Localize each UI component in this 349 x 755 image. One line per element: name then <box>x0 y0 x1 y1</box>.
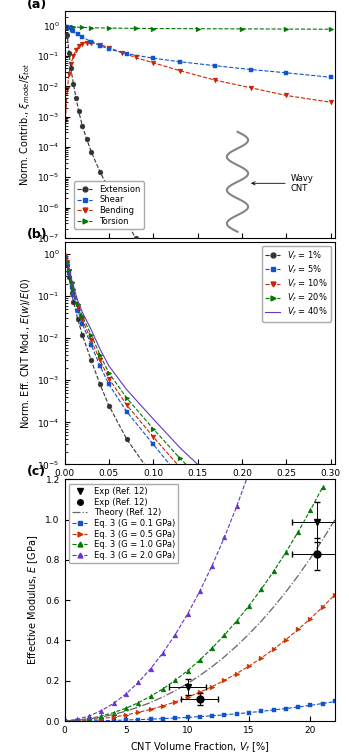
Text: (b): (b) <box>27 228 47 242</box>
Text: Wavy
CNT: Wavy CNT <box>252 174 313 193</box>
Y-axis label: Effective Modulus, $E$ [GPa]: Effective Modulus, $E$ [GPa] <box>26 535 40 665</box>
Y-axis label: Norm. Contrib., $\xi_{mode}/\xi_{tot}$: Norm. Contrib., $\xi_{mode}/\xi_{tot}$ <box>17 63 32 186</box>
X-axis label: Waviness Ratio, $w$: Waviness Ratio, $w$ <box>154 484 245 497</box>
Text: (a): (a) <box>27 0 47 11</box>
X-axis label: CNT Volume Fraction, $V_f$ [%]: CNT Volume Fraction, $V_f$ [%] <box>130 741 270 754</box>
Legend: $V_f$ = 1%, $V_f$ = 5%, $V_f$ = 10%, $V_f$ = 20%, $V_f$ = 40%: $V_f$ = 1%, $V_f$ = 5%, $V_f$ = 10%, $V_… <box>262 246 331 322</box>
Legend: Extension, Shear, Bending, Torsion: Extension, Shear, Bending, Torsion <box>74 181 144 229</box>
Legend: Exp (Ref. 12), Exp (Ref. 12), Theory (Ref. 12), Eq. 3 (G = 0.1 GPa), Eq. 3 (G = : Exp (Ref. 12), Exp (Ref. 12), Theory (Re… <box>69 484 178 563</box>
Y-axis label: Norm. Eff. CNT Mod., $E(w)/E(0)$: Norm. Eff. CNT Mod., $E(w)/E(0)$ <box>19 277 32 429</box>
Text: (c): (c) <box>27 465 46 478</box>
